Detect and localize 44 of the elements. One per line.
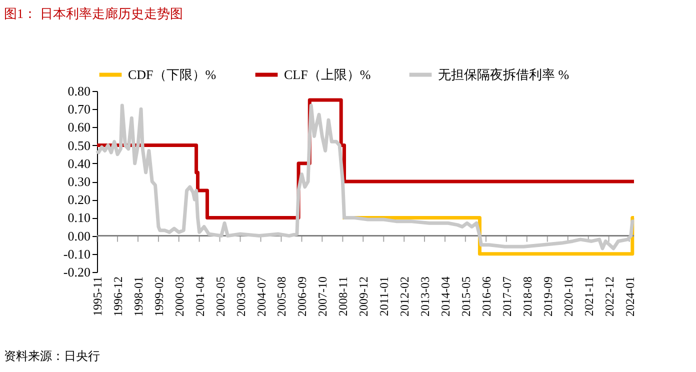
x-tick-label: 2012-02 (398, 276, 412, 316)
x-tick-label: 1995-11 (90, 276, 104, 316)
x-tick-label: 2020-10 (561, 276, 576, 316)
y-tick-label: 0.40 (68, 156, 90, 171)
y-tick-label: 0.10 (68, 210, 90, 226)
y-tick-label: 0.20 (68, 192, 90, 208)
y-tick-label: 0.70 (68, 102, 90, 117)
y-tick-label: 0.80 (68, 84, 90, 98)
y-tick-label: 0.60 (68, 120, 90, 135)
y-tick-label: 0.30 (68, 174, 90, 189)
x-tick-label: 2011-01 (377, 276, 392, 316)
x-tick-label: 2014-04 (438, 276, 452, 316)
x-tick-label: 2006-09 (295, 276, 310, 316)
x-tick-label: 2007-10 (316, 276, 330, 316)
x-tick-label: 2008-11 (336, 276, 350, 316)
x-tick-label: 2003-06 (234, 276, 248, 316)
x-tick-label: 2001-04 (192, 276, 207, 316)
x-tick-label: 2004-07 (254, 276, 268, 316)
x-tick-label: 2000-03 (172, 276, 186, 316)
x-tick-label: 2017-07 (500, 276, 514, 316)
x-tick-label: 2013-03 (418, 276, 432, 316)
y-tick-label: -0.10 (63, 246, 90, 262)
x-tick-label: 2005-08 (274, 276, 289, 316)
text: 资料来源：日央行 (4, 349, 100, 363)
legend-label: 无担保隔夜拆借利率 % (438, 66, 570, 82)
x-tick-label: 1999-02 (152, 276, 166, 316)
x-tick-label: 2021-11 (582, 276, 596, 316)
legend-label: CDF（下限）% (128, 66, 216, 82)
y-tick-label: -0.20 (63, 264, 90, 280)
x-tick-label: 2024-01 (622, 276, 637, 316)
y-tick-label: 0.00 (68, 228, 90, 244)
line-series (95, 104, 636, 250)
x-tick-label: 2009-12 (356, 276, 371, 316)
x-tick-label: 1996-12 (110, 276, 125, 316)
x-tick-label: 1998-01 (131, 276, 146, 316)
x-tick-label: 2019-09 (540, 276, 555, 316)
x-tick-label: 2018-08 (520, 276, 534, 316)
legend-label: CLF（上限）% (284, 66, 371, 82)
chart-title: 图1： 日本利率走廊历史走势图 (4, 6, 183, 21)
y-tick-label: 0.50 (68, 138, 90, 153)
x-tick-label: 2002-05 (213, 276, 228, 316)
x-tick-label: 2016-06 (479, 276, 494, 316)
x-tick-label: 2015-05 (458, 276, 473, 316)
x-tick-label: 2022-12 (602, 276, 616, 316)
